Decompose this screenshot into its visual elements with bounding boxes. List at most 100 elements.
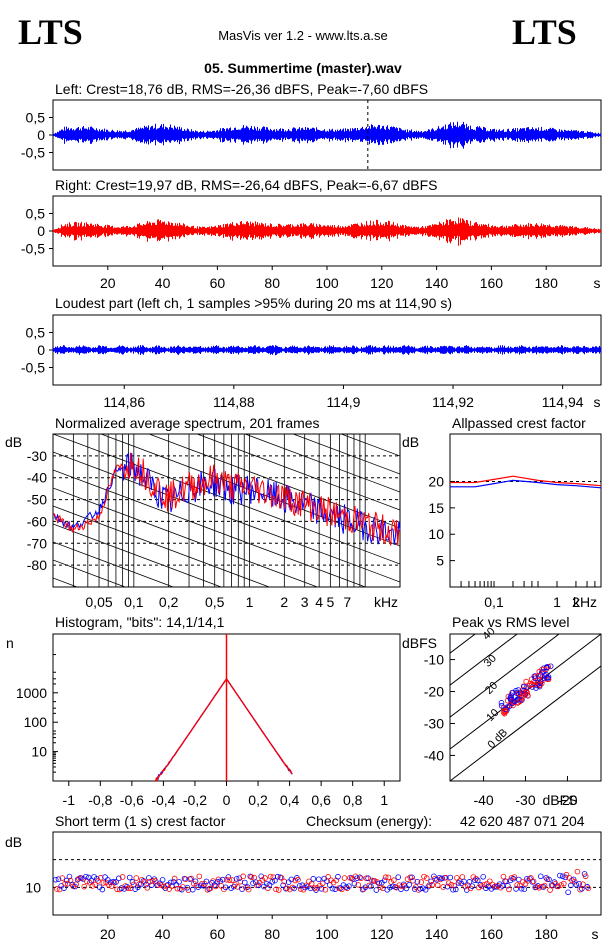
short-term-point [363, 875, 370, 882]
short-term-point [480, 874, 486, 880]
spectrum-slope-line [53, 523, 223, 587]
short-term-point [537, 873, 544, 880]
peak-rms-point [523, 678, 529, 685]
spectrum-series-right [53, 452, 401, 546]
short-term-point [518, 885, 525, 892]
short-term-point [157, 880, 163, 887]
short-term-point [182, 876, 189, 882]
short-term-point [211, 882, 218, 888]
short-term-point [319, 880, 326, 887]
short-term-point [155, 882, 162, 888]
short-term-point [357, 874, 363, 881]
short-term-point [395, 874, 402, 880]
short-term-point [391, 877, 397, 884]
short-term-point [582, 873, 589, 880]
short-term-point [73, 881, 79, 888]
short-term-point [66, 873, 73, 880]
short-term-point [176, 879, 182, 885]
short-term-point [126, 874, 133, 881]
short-term-point [521, 886, 528, 892]
short-term-point [414, 878, 421, 885]
short-term-point [225, 874, 232, 880]
peak-rms-point [544, 675, 551, 681]
short-term-point [407, 874, 414, 881]
logo-right: LTS [512, 12, 577, 52]
short-term-point [426, 882, 433, 888]
spectrum-ylabel: dB [5, 434, 22, 450]
spectrum-xunit: kHz [374, 594, 398, 610]
short-term-point [563, 871, 570, 878]
short-term-point [530, 878, 537, 885]
short-term-point [418, 879, 425, 885]
left-waveform-title: Left: Crest=18,76 dB, RMS=-26,36 dBFS, P… [55, 81, 428, 97]
short-term-point [100, 880, 107, 886]
short-term-point [491, 884, 497, 890]
short-term-xtick-label: 60 [210, 926, 226, 942]
short-term-point [406, 881, 413, 888]
peak-rms-ytick-label: -40 [424, 747, 444, 763]
short-term-point [144, 885, 151, 891]
short-term-point [514, 882, 520, 888]
spectrum-ytick-label: -50 [27, 492, 47, 508]
short-term-point [451, 882, 457, 889]
short-term-point [308, 880, 315, 887]
short-term-point [351, 880, 358, 887]
loudest-part-ytick-label: 0,5 [26, 325, 46, 341]
spectrum-slope-line [244, 434, 400, 493]
loudest-part-title: Loudest part (left ch, 1 samples >95% du… [55, 295, 452, 311]
spectrum-ytick-label: -30 [27, 448, 47, 464]
histogram-title: Histogram, "bits": 14,1/14,1 [55, 614, 225, 630]
short-term-point [445, 880, 452, 886]
loudest-part-xtick-label: 114,94 [542, 394, 584, 410]
short-term-point [252, 879, 259, 885]
histogram-xtick-label: -0,6 [120, 792, 144, 808]
peak-rms-point [529, 681, 535, 688]
short-term-point [115, 875, 122, 882]
spectrum-ytick-label: -60 [27, 513, 47, 529]
peak-rms-point [532, 675, 539, 682]
short-term-point [95, 878, 101, 884]
short-term-point [580, 881, 586, 888]
spectrum-slope-line [53, 451, 400, 583]
short-term-point [113, 879, 119, 885]
short-term-point [496, 881, 503, 887]
short-term-point [158, 882, 164, 888]
peak-rms-point [508, 692, 514, 699]
histogram-series-left [154, 678, 293, 782]
short-term-point [244, 884, 251, 890]
short-term-point [574, 868, 581, 875]
short-term-point [573, 881, 580, 888]
short-term-point [382, 874, 389, 881]
short-term-point [329, 885, 336, 892]
short-term-point [267, 873, 274, 880]
right-waveform-signal [53, 217, 601, 246]
peak-rms-diagonal-label: 0 dB [486, 727, 510, 751]
allpass-ytick-label: 5 [436, 553, 444, 569]
short-term-point [500, 873, 507, 880]
short-term-point [107, 879, 114, 886]
loudest-part-xtick-label: 114,92 [432, 394, 474, 410]
short-term-point [280, 882, 286, 889]
short-term-point [540, 884, 547, 890]
short-term-crest-title: Short term (1 s) crest factor [55, 813, 226, 829]
short-term-point [196, 873, 203, 880]
short-term-point [335, 873, 341, 880]
short-term-point [454, 875, 460, 881]
checksum-value: 42 620 487 071 204 [460, 813, 585, 829]
peak-rms-point [543, 666, 550, 672]
short-term-point [343, 884, 349, 890]
right-waveform-xunit: s [594, 275, 601, 291]
short-term-point [233, 876, 240, 882]
peak-rms-point [517, 698, 523, 705]
right-waveform-xtick-label: 140 [425, 275, 449, 291]
spectrum-title: Normalized average spectrum, 201 frames [55, 415, 320, 431]
short-term-point [428, 878, 434, 885]
spectrum-slope-line [195, 434, 400, 511]
peak-rms-diagonal [450, 665, 601, 781]
short-term-point [434, 882, 441, 889]
spectrum-slope-line [53, 541, 175, 587]
peak-rms-ytick-label: -10 [424, 652, 444, 668]
peak-rms-point [502, 706, 509, 713]
short-term-point [273, 886, 279, 893]
